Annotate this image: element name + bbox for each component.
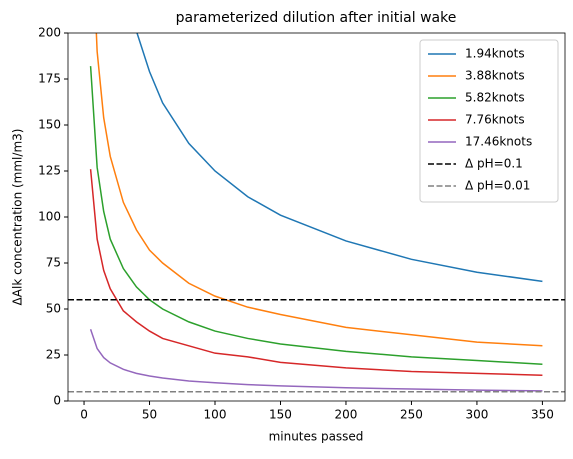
y-tick-label: 0 (53, 394, 61, 408)
y-tick-label: 75 (46, 256, 61, 270)
x-tick-label: 350 (531, 408, 554, 422)
chart-title: parameterized dilution after initial wak… (176, 10, 457, 26)
legend-box (419, 39, 559, 203)
legend-label: 3.88knots (465, 69, 525, 83)
x-tick-label: 250 (400, 408, 423, 422)
series-line (136, 33, 543, 283)
y-tick-label: 175 (38, 72, 61, 86)
y-tick-label: 150 (38, 118, 61, 132)
legend-label: 17.46knots (465, 135, 532, 149)
y-axis-label: ΔAlk concentration (mml/m3) (11, 129, 25, 306)
plot-area (68, 33, 565, 393)
y-tick-label: 125 (38, 164, 61, 178)
x-tick-label: 0 (80, 408, 88, 422)
series-line (89, 328, 543, 392)
axes-frame (67, 32, 566, 402)
y-tick-label: 200 (38, 26, 61, 40)
x-tick-label: 200 (335, 408, 358, 422)
series-line (95, 33, 543, 347)
x-tick-label: 150 (269, 408, 292, 422)
y-tick-label: 25 (46, 348, 61, 362)
series-line (89, 66, 543, 365)
x-tick-label: 50 (142, 408, 157, 422)
legend-label: 5.82knots (465, 91, 525, 105)
legend-label: 7.76knots (465, 113, 525, 127)
legend-label: 1.94knots (465, 47, 525, 61)
legend-label: Δ pH=0.1 (465, 157, 523, 171)
x-tick-label: 300 (465, 408, 488, 422)
x-tick-label: 100 (204, 408, 227, 422)
series-line (89, 169, 543, 376)
legend-label: Δ pH=0.01 (465, 179, 530, 193)
x-axis-label: minutes passed (269, 430, 364, 444)
y-tick-label: 100 (38, 210, 61, 224)
y-tick-label: 50 (46, 302, 61, 316)
